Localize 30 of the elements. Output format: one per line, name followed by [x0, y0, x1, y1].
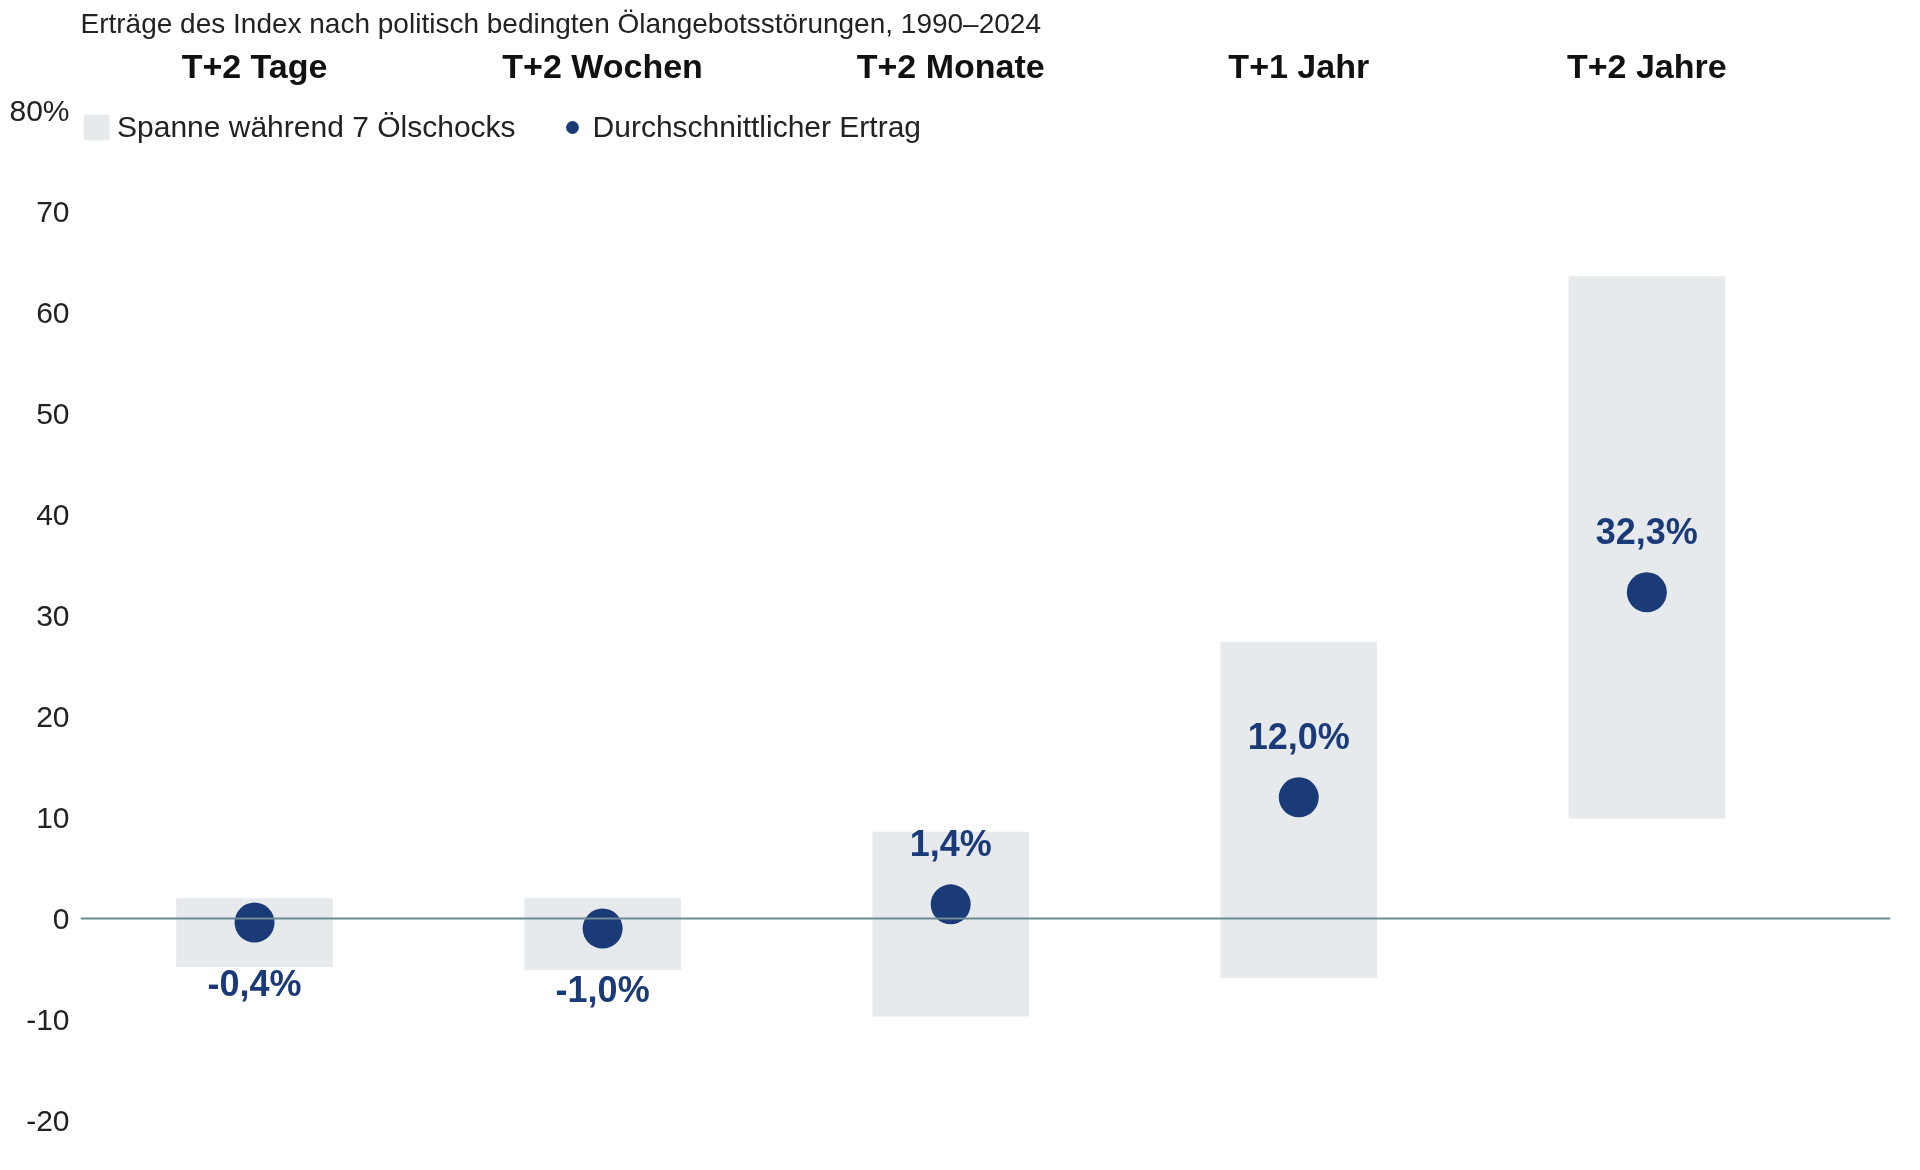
data-label: -0,4% — [207, 962, 302, 1004]
bar — [1568, 276, 1726, 819]
chart-title: Erträge des Index nach politisch bedingten Ölangebotsstörungen, 1990–2024 — [80, 7, 1041, 39]
y-tick-label: 70 — [36, 195, 70, 228]
y-tick-label: 60 — [36, 296, 70, 329]
x-tick-label: T+2 Wochen — [502, 46, 703, 85]
y-tick-label: -10 — [26, 1003, 70, 1036]
y-tick-label: 50 — [36, 397, 70, 430]
point — [1626, 572, 1667, 613]
legend-label: Durchschnittlicher Ertrag — [592, 110, 922, 144]
bar — [872, 831, 1030, 1017]
point — [1278, 777, 1319, 818]
y-tick-label: 80% — [9, 94, 70, 127]
bar — [1220, 641, 1378, 979]
y-tick-label: 40 — [36, 498, 70, 531]
data-label: 1,4% — [909, 823, 992, 865]
data-label: -1,0% — [555, 968, 650, 1010]
x-tick-label: T+2 Monate — [856, 46, 1045, 85]
y-tick-label: 0 — [52, 902, 70, 935]
data-label: 32,3% — [1595, 511, 1698, 553]
point — [930, 884, 971, 925]
x-tick-label: T+2 Jahre — [1566, 46, 1727, 85]
y-tick-label: 10 — [36, 801, 70, 834]
x-tick-label: T+1 Jahr — [1228, 46, 1370, 85]
y-tick-label: 30 — [36, 599, 70, 632]
x-tick-label: T+2 Tage — [181, 46, 328, 85]
y-tick-label: 20 — [36, 700, 70, 733]
y-tick-label: -20 — [26, 1104, 70, 1137]
data-label: 12,0% — [1247, 716, 1350, 758]
legend-label: Spanne während 7 Ölschocks — [117, 110, 516, 144]
